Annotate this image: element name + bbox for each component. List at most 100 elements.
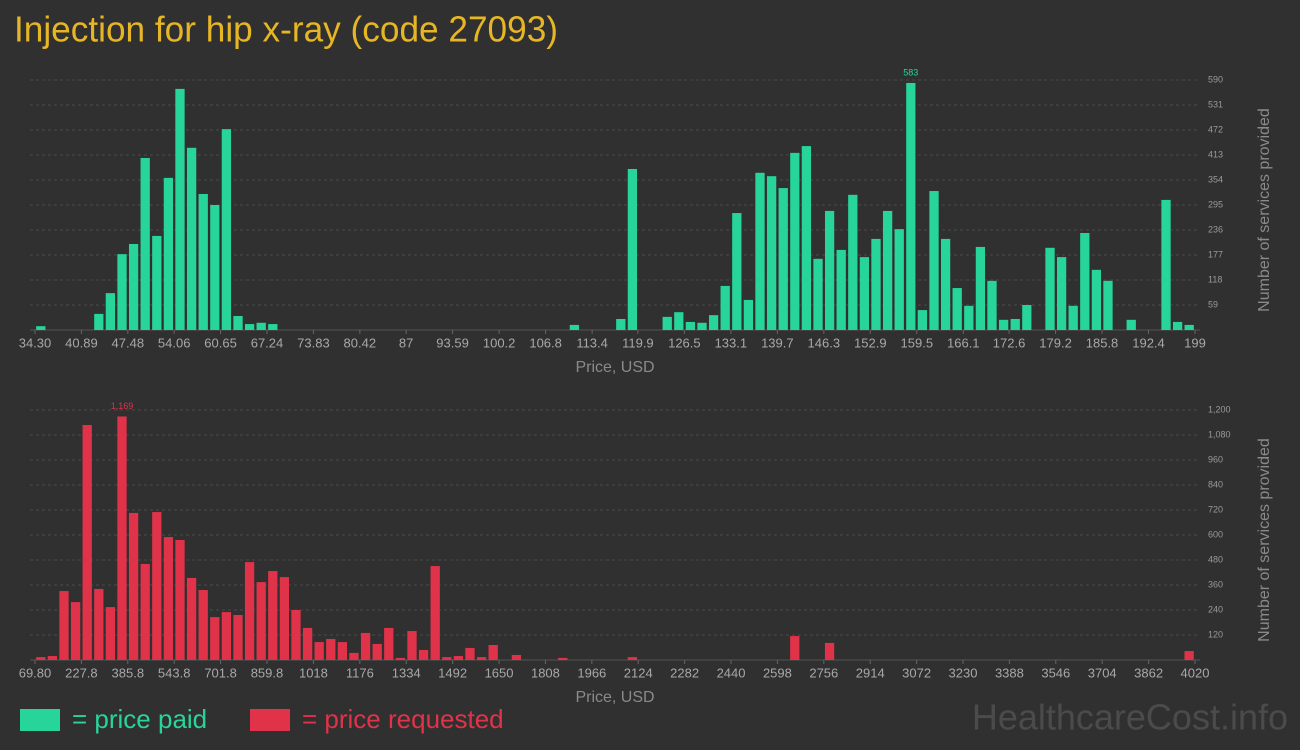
x-tick-label: 3230 [949,665,978,680]
histogram-bar [47,656,58,660]
histogram-bar [569,324,580,330]
histogram-bar [697,322,707,330]
legend-label: = price paid [72,704,207,734]
histogram-bar [488,645,498,660]
histogram-bar [998,319,1009,330]
histogram-bar [1068,305,1078,330]
x-tick-label: 2756 [809,665,838,680]
histogram-bar [70,602,81,660]
y-tick-label: 1,200 [1208,404,1231,414]
x-tick-label: 859.8 [251,665,284,680]
histogram-bar [1045,247,1055,330]
histogram-bar [279,577,290,660]
x-tick-label: 1018 [299,665,328,680]
x-tick-label: 119.9 [622,335,654,350]
histogram-bar [372,643,382,660]
y-tick-label: 59 [1208,299,1218,309]
histogram-bar [117,416,127,660]
y-tick-label: 413 [1208,149,1223,159]
histogram-bar [848,194,858,330]
histogram-bar [987,280,997,330]
histogram-bar [268,324,278,330]
histogram-bar [1022,305,1032,330]
x-tick-label: 3862 [1134,665,1163,680]
histogram-bar [418,650,429,660]
histogram-bar [244,562,255,660]
histogram-bar [836,249,846,330]
y-tick-label: 236 [1208,224,1223,234]
histogram-bar [302,627,313,660]
x-tick-label: 701.8 [204,665,237,680]
histogram-bar [1184,324,1194,330]
histogram-bar [1010,318,1020,330]
x-tick-label: 1492 [438,665,467,680]
histogram-bar [291,610,301,660]
histogram-bar [743,299,754,330]
histogram-bar [94,313,104,330]
legend-label: = price requested [302,704,504,734]
histogram-bar [662,316,672,330]
x-tick-label: 80.42 [344,335,377,350]
x-tick-label: 227.8 [65,665,98,680]
x-tick-label: 1808 [531,665,560,680]
x-tick-label: 113.4 [576,335,608,350]
histogram-bar [906,82,916,331]
histogram-bar [616,318,626,330]
histogram-bar [314,642,324,660]
histogram-bar [940,238,951,330]
y-axis-title: Number of services provided [1256,438,1273,642]
histogram-bar [975,246,986,330]
histogram-bar [813,258,823,330]
histogram-bar [128,243,139,330]
histogram-bar [952,288,962,330]
histogram-bar [221,612,232,660]
x-tick-label: 100.2 [483,335,516,350]
histogram-bar [256,582,266,660]
histogram-bar [233,316,243,330]
histogram-bar [708,315,719,330]
x-tick-label: 152.9 [854,335,887,350]
histogram-bar [326,638,336,660]
histogram-bar [152,235,162,330]
histogram-bar [117,254,127,330]
peak-label: 583 [903,67,918,77]
histogram-bar [453,656,464,660]
histogram-bar [766,176,777,330]
x-tick-label: 172.6 [993,335,1026,350]
x-tick-label: 199 [1184,335,1206,350]
y-tick-label: 480 [1208,554,1223,564]
histogram-bar [140,563,150,660]
histogram-bar [558,657,568,660]
histogram-bar [917,310,928,330]
histogram-bar [1172,321,1183,330]
y-tick-label: 118 [1208,274,1222,284]
y-tick-label: 590 [1208,74,1223,84]
y-tick-label: 1,080 [1208,429,1231,439]
y-tick-label: 360 [1208,579,1223,589]
y-tick-label: 295 [1208,199,1223,209]
x-tick-label: 87 [399,335,413,350]
x-tick-label: 543.8 [158,665,191,680]
histogram-bar [82,425,92,660]
legend-swatch [20,709,60,731]
histogram-bar [198,193,208,330]
x-tick-label: 3072 [902,665,931,680]
x-tick-label: 106.8 [529,335,562,350]
histogram-bar [720,285,730,330]
histogram-bar [186,147,197,330]
x-tick-label: 93.59 [436,335,469,350]
histogram-bar [36,326,46,330]
x-tick-label: 60.65 [204,335,237,350]
x-tick-label: 4020 [1181,665,1210,680]
histogram-bar [1184,651,1194,660]
histogram-bar [476,657,487,660]
legend-swatch [250,709,290,731]
histogram-bar [859,257,870,330]
x-tick-label: 2124 [624,665,653,680]
histogram-bar [105,607,116,660]
y-tick-label: 600 [1208,529,1223,539]
histogram-bar [163,537,174,660]
x-tick-label: 146.3 [808,335,841,350]
histogram-bar [198,590,208,660]
histogram-bar [94,588,104,660]
